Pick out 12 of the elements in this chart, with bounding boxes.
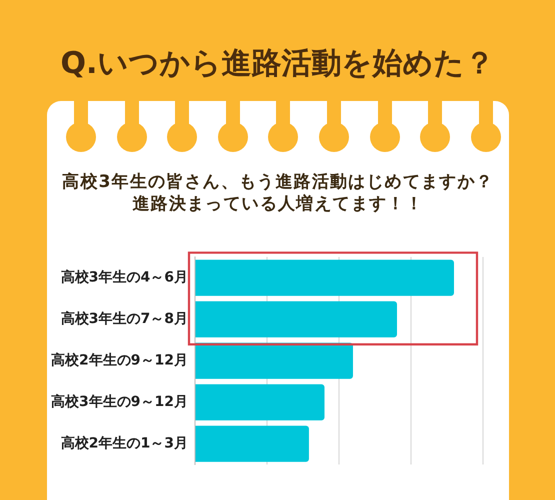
y-tick-label: 高校3年生の7～8月: [60, 310, 188, 327]
bar: [196, 384, 324, 420]
y-tick-label: 高校3年生の9～12月: [51, 392, 188, 410]
bar: [196, 342, 353, 379]
chart-subtitle: 高校3年生の皆さん、もう進路活動はじめてますか？進路決まっている人増えてます！！: [61, 171, 495, 215]
y-tick-label: 高校3年生の4～6月: [60, 268, 188, 286]
y-tick-label: 高校2年生の9～12月: [51, 351, 188, 368]
bar: [196, 426, 309, 462]
bar: [196, 301, 398, 338]
bar: [196, 260, 454, 296]
chart-title: Q.いつから進路活動を始めた？: [60, 46, 496, 82]
y-tick-label: 高校2年生の1～3月: [60, 434, 188, 452]
